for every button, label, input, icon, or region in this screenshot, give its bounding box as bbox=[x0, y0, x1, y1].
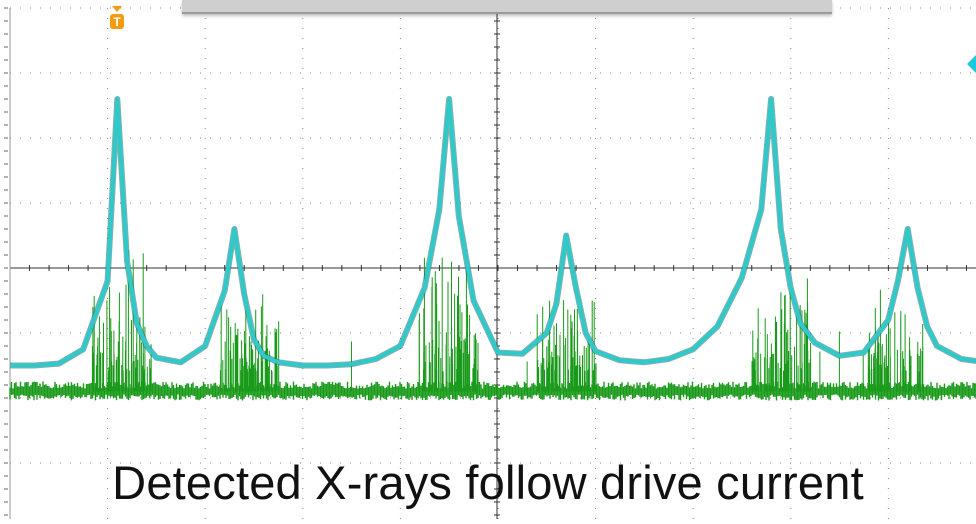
xray-burst bbox=[862, 289, 924, 392]
trigger-badge bbox=[110, 14, 124, 29]
slide-caption: Detected X-rays follow drive current bbox=[112, 456, 864, 509]
trigger-label: T bbox=[113, 15, 121, 29]
xray-burst bbox=[751, 278, 812, 392]
drive-current-shadow bbox=[10, 96, 976, 369]
scope-grid bbox=[4, 7, 976, 519]
drive-current-trace bbox=[10, 97, 976, 368]
scope-menu-bar bbox=[182, 0, 832, 14]
trigger-arrow bbox=[112, 6, 122, 12]
scope-traces bbox=[9, 96, 976, 401]
trigger-marker-icon: T bbox=[108, 4, 126, 34]
xray-burst bbox=[91, 250, 152, 392]
xray-burst bbox=[536, 300, 597, 392]
detector-noise-band bbox=[9, 381, 976, 401]
channel-marker-icon bbox=[965, 55, 976, 73]
xray-burst bbox=[418, 249, 479, 392]
channel-arrow bbox=[967, 55, 976, 73]
